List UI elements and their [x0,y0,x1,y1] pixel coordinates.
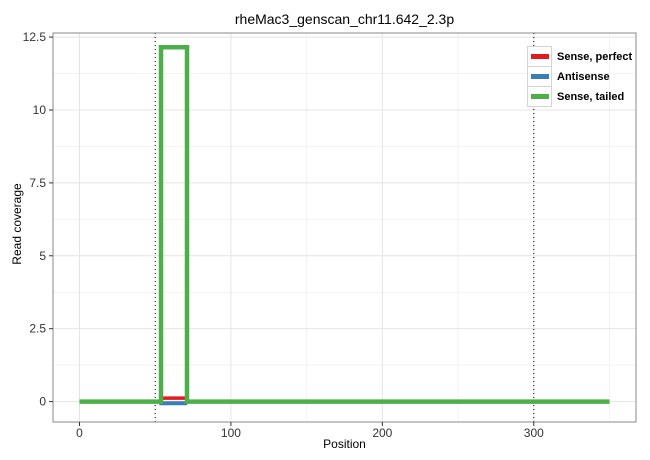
chart-title: rheMac3_genscan_chr11.642_2.3p [234,11,455,27]
legend-label: Sense, perfect [557,50,633,63]
y-tick-label: 7.5 [29,176,46,190]
legend-key [527,66,552,87]
x-tick-label: 200 [372,426,392,440]
legend-swatch-red [530,54,549,59]
x-tick-label: 0 [76,426,83,440]
x-axis-label: Position [323,437,366,451]
legend-key [527,46,552,67]
y-axis-label: Read coverage [10,183,24,265]
legend-key [527,86,552,107]
legend-swatch-green [530,94,549,99]
legend: Sense, perfect Antisense Sense, tailed [527,46,632,107]
legend-item-antisense: Antisense [527,66,632,87]
y-tick-label: 10 [33,103,47,117]
x-tick-label: 100 [221,426,241,440]
x-tick-label: 300 [524,426,544,440]
y-tick-label: 2.5 [29,322,46,336]
y-tick-label: 12.5 [23,30,47,44]
y-tick-label: 5 [39,249,46,263]
series-line-sense-tailed [79,45,610,404]
legend-label: Sense, tailed [557,90,625,103]
panel-border [52,32,637,423]
y-tick-label: 0 [39,395,46,409]
legend-item-sense-tailed: Sense, tailed [527,86,632,107]
legend-item-sense-perfect: Sense, perfect [527,46,632,67]
legend-swatch-blue [530,74,549,79]
legend-label: Antisense [557,70,610,83]
